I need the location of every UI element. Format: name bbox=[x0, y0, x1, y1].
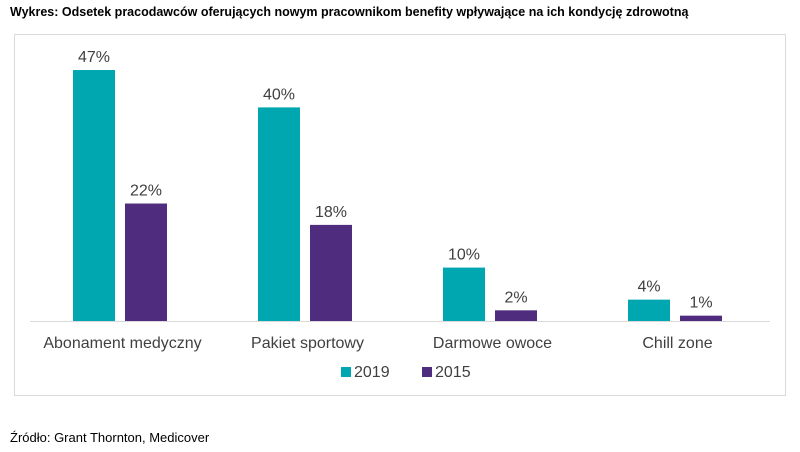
data-label-2019-2: 10% bbox=[448, 247, 480, 264]
legend-label-2015: 2015 bbox=[435, 364, 471, 381]
chart-title: Wykres: Odsetek pracodawców oferujących … bbox=[10, 5, 689, 19]
bar-2015-2 bbox=[495, 310, 537, 321]
legend-swatch-2019 bbox=[341, 367, 351, 377]
bar-2015-1 bbox=[310, 224, 352, 321]
bar-2019-2 bbox=[443, 267, 485, 321]
bar-2015-0 bbox=[125, 203, 167, 321]
data-label-2019-3: 4% bbox=[637, 279, 660, 296]
data-label-2019-1: 40% bbox=[263, 86, 295, 103]
legend-swatch-2015 bbox=[422, 367, 432, 377]
data-label-2015-0: 22% bbox=[130, 183, 162, 200]
category-label-0: Abonament medyczny bbox=[43, 335, 201, 352]
bar-2019-3 bbox=[628, 299, 670, 321]
category-label-2: Darmowe owoce bbox=[433, 335, 552, 352]
bar-2015-3 bbox=[680, 315, 722, 321]
bar-2019-1 bbox=[258, 107, 300, 322]
chart-frame bbox=[14, 34, 786, 396]
legend-label-2019: 2019 bbox=[354, 364, 390, 381]
data-label-2015-1: 18% bbox=[315, 204, 347, 221]
source-note: Źródło: Grant Thornton, Medicover bbox=[10, 430, 210, 445]
bar-2019-0 bbox=[73, 70, 115, 322]
data-label-2015-2: 2% bbox=[504, 289, 527, 306]
category-label-1: Pakiet sportowy bbox=[251, 335, 364, 352]
category-label-3: Chill zone bbox=[642, 335, 712, 352]
data-label-2019-0: 47% bbox=[78, 49, 110, 66]
data-label-2015-3: 1% bbox=[689, 295, 712, 312]
